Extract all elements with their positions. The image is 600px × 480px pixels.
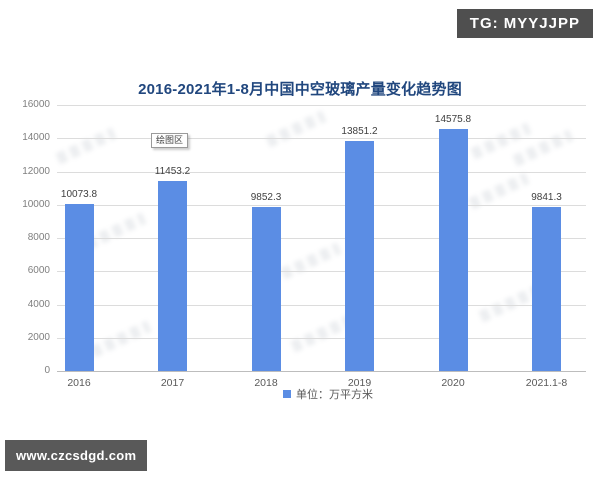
y-tick-label: 14000 [22, 132, 50, 144]
x-tick-label: 2018 [254, 377, 278, 389]
bar-value-label: 9852.3 [250, 192, 282, 204]
y-tick-label: 10000 [22, 198, 50, 210]
y-tick-label: 6000 [27, 265, 50, 277]
gridline [57, 304, 586, 306]
bar-2019 [345, 140, 374, 371]
gridline [57, 271, 586, 273]
x-tick-label: 2019 [347, 377, 372, 389]
watermark [470, 122, 532, 160]
watermark [290, 315, 352, 353]
bar-2018 [251, 207, 281, 371]
y-tick-label: 16000 [22, 99, 50, 110]
y-tick-label: 0 [44, 365, 50, 376]
legend-label: 单位：万平方米 [296, 389, 373, 401]
y-tick-label: 8000 [27, 232, 50, 243]
tg-badge: TG: MYYJJPP [456, 9, 593, 38]
y-tick-label: 12000 [22, 165, 50, 177]
chart-title: 2016-2021年1-8月中国中空玻璃产量变化趋势图 [138, 81, 462, 98]
bar-value-label: 10073.8 [60, 188, 98, 200]
watermark [55, 127, 117, 165]
gridline [57, 337, 586, 339]
gridline [57, 238, 586, 239]
bar-value-label: 11453.2 [154, 165, 191, 177]
bar-value-label: 13851.2 [341, 125, 378, 137]
watermark [280, 242, 342, 280]
gridline [57, 171, 586, 173]
bar-value-label: 14575.8 [434, 113, 472, 125]
bar-2020 [438, 128, 468, 371]
x-tick-label: 2021.1-8 [525, 377, 568, 389]
legend: 单位：万平方米 [283, 386, 373, 402]
site-url-badge: www.czcsdgd.com [5, 440, 148, 471]
plot-area-tooltip: 绘图区 [151, 133, 189, 148]
gridline [57, 138, 586, 140]
gridline [57, 371, 586, 372]
watermark [85, 212, 147, 250]
y-tick-label: 2000 [27, 331, 50, 343]
watermark [512, 129, 574, 167]
watermark [90, 320, 152, 358]
bar-value-label: 9841.3 [531, 192, 562, 204]
bar-2021.1-8 [532, 207, 561, 371]
gridline [57, 204, 586, 206]
x-tick-label: 2016 [67, 377, 91, 389]
bar-2016 [64, 203, 94, 371]
x-tick-label: 2017 [160, 377, 185, 389]
x-tick-label: 2020 [441, 377, 465, 389]
y-tick-label: 4000 [27, 298, 50, 310]
bar-2017 [158, 180, 187, 371]
gridline [57, 105, 586, 106]
legend-swatch-icon [283, 390, 291, 398]
